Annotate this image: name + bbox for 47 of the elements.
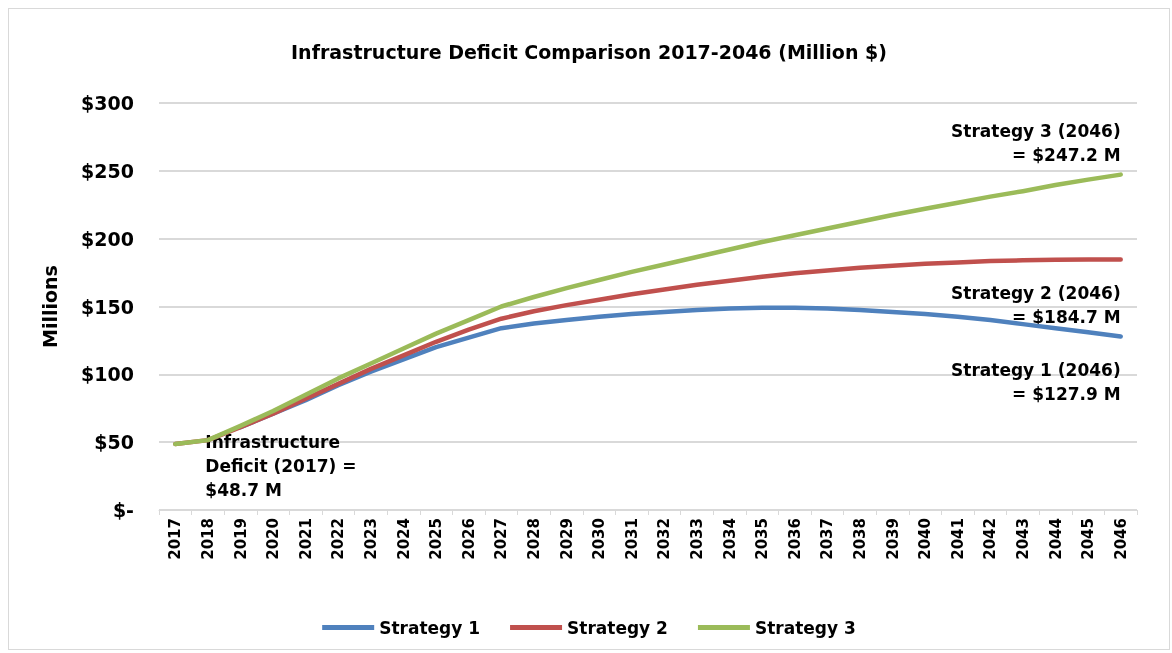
annotation: Infrastructure Deficit (2017) = $48.7 M [205,431,363,500]
x-tick-label: 2032 [655,518,674,560]
x-tick-label: 2031 [622,518,641,560]
x-tick-label: 2021 [296,518,315,560]
annotation: Strategy 1 (2046) = $127.9 M [951,360,1121,405]
x-tick-label: 2028 [524,518,543,560]
x-tick-label: 2027 [492,518,511,560]
x-tick-label: 2034 [720,518,739,560]
x-tick-label: 2019 [231,518,250,560]
annotation: Strategy 3 (2046) = $247.2 M [951,120,1121,165]
annotation: Strategy 2 (2046) = $184.7 M [951,283,1121,328]
x-tick-label: 2040 [916,518,935,560]
x-tick-label: 2037 [818,518,837,560]
y-tick-label: $50 [94,431,134,454]
y-tick-label: $150 [81,295,134,318]
x-tick-label: 2023 [361,518,380,560]
x-tick-label: 2038 [850,518,869,560]
x-tick-label: 2042 [981,518,1000,560]
legend-label: Strategy 3 [754,617,856,638]
x-tick-label: 2029 [557,518,576,560]
legend-label: Strategy 1 [379,617,481,638]
y-tick-label: $200 [81,227,134,250]
x-tick-label: 2018 [198,518,217,560]
line-series [173,172,1123,447]
y-tick-label: $- [112,499,134,521]
x-tick-label: 2017 [166,518,185,560]
x-tick-label: 2046 [1111,518,1130,560]
x-tick-label: 2039 [883,518,902,560]
y-tick-label: $250 [81,159,134,182]
x-tick-label: 2026 [459,518,478,560]
chart-title: Infrastructure Deficit Comparison 2017-2046 (Million $) [291,40,887,63]
x-tick-label: 2030 [590,518,609,560]
x-tick-label: 2035 [753,518,772,560]
x-tick-label: 2044 [1046,518,1065,560]
legend-label: Strategy 2 [567,617,668,638]
x-tick-label: 2043 [1013,518,1032,560]
x-tick-label: 2036 [785,518,804,560]
x-tick-label: 2025 [427,518,446,560]
y-axis-title: Millions [38,265,61,348]
x-tick-label: 2024 [394,518,413,560]
x-tick-label: 2041 [948,518,967,560]
y-tick-label: $300 [81,92,134,114]
x-tick-label: 2022 [329,518,348,560]
x-tick-label: 2045 [1079,518,1098,560]
y-tick-label: $100 [81,363,134,386]
x-tick-label: 2020 [264,518,283,560]
x-tick-label: 2033 [687,518,706,560]
